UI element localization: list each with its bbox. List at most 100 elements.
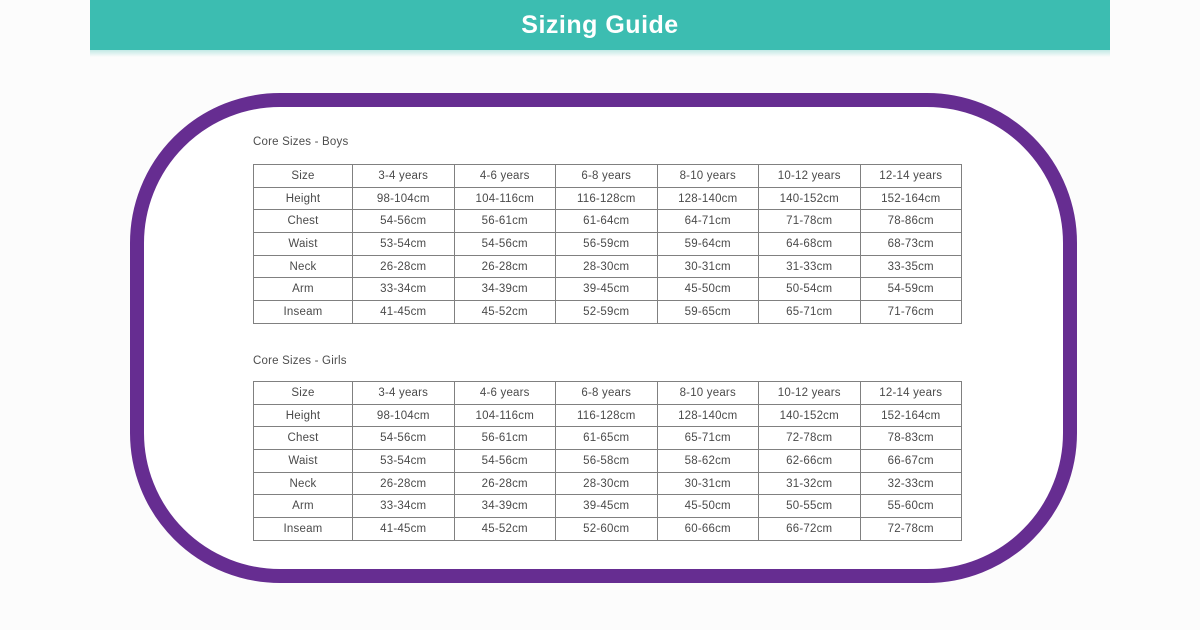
row-label: Neck xyxy=(253,471,353,496)
table-cell: 33-34cm xyxy=(352,277,455,302)
table-row: Chest 54-56cm 56-61cm 61-64cm 64-71cm 71-78cm… xyxy=(253,209,962,234)
table-cell: 55-60cm xyxy=(859,494,962,519)
table-cell: 54-56cm xyxy=(352,209,455,234)
table-cell: 54-56cm xyxy=(453,232,556,256)
row-label: Inseam xyxy=(253,517,353,541)
sizing-table-boys: Size 3-4 years 4-6 years 6-8 years 8-10 year… xyxy=(253,164,962,324)
table-cell: 34-39cm xyxy=(453,494,556,519)
column-header: 4-6 years xyxy=(453,381,556,405)
table-row: Height 98-104cm 104-116cm 116-128cm 128-140c… xyxy=(253,403,962,428)
row-label: Arm xyxy=(253,494,353,519)
table-cell: 26-28cm xyxy=(453,254,556,279)
table-cell: 59-64cm xyxy=(656,232,759,256)
table-cell: 45-50cm xyxy=(656,494,759,519)
table-cell: 60-66cm xyxy=(656,517,759,541)
table-cell: 30-31cm xyxy=(656,254,759,279)
table-cell: 152-164cm xyxy=(859,403,962,428)
table-cell: 30-31cm xyxy=(656,471,759,496)
row-label: Size xyxy=(253,381,353,405)
table-cell: 56-59cm xyxy=(555,232,658,256)
table-cell: 66-67cm xyxy=(859,449,962,473)
column-header: 8-10 years xyxy=(656,381,759,405)
table-cell: 128-140cm xyxy=(656,403,759,428)
table-cell: 31-33cm xyxy=(758,254,861,279)
table-title-girls: Core Sizes - Girls xyxy=(253,355,347,367)
table-cell: 71-76cm xyxy=(859,300,962,324)
table-cell: 78-83cm xyxy=(859,426,962,451)
table-cell: 52-59cm xyxy=(555,300,658,324)
table-cell: 104-116cm xyxy=(453,403,556,428)
table-cell: 65-71cm xyxy=(758,300,861,324)
table-cell: 31-32cm xyxy=(758,471,861,496)
table-cell: 116-128cm xyxy=(555,186,658,211)
table-cell: 58-62cm xyxy=(656,449,759,473)
table-cell: 45-52cm xyxy=(453,517,556,541)
table-row: Inseam 41-45cm 45-52cm 52-59cm 59-65cm 65-71c… xyxy=(253,300,962,324)
table-cell: 26-28cm xyxy=(352,254,455,279)
table-cell: 152-164cm xyxy=(859,186,962,211)
sizing-table-girls: Size 3-4 years 4-6 years 6-8 years 8-10 year… xyxy=(253,381,962,541)
table-cell: 26-28cm xyxy=(352,471,455,496)
table-row: Neck 26-28cm 26-28cm 28-30cm 30-31cm 31-32cm 3… xyxy=(253,471,962,496)
column-header: 12-14 years xyxy=(859,164,962,188)
table-cell: 54-56cm xyxy=(453,449,556,473)
table-cell: 52-60cm xyxy=(555,517,658,541)
table-cell: 140-152cm xyxy=(758,186,861,211)
table-cell: 104-116cm xyxy=(453,186,556,211)
column-header: 3-4 years xyxy=(352,381,455,405)
table-cell: 39-45cm xyxy=(555,277,658,302)
table-cell: 72-78cm xyxy=(758,426,861,451)
table-cell: 61-65cm xyxy=(555,426,658,451)
column-header: 3-4 years xyxy=(352,164,455,188)
table-cell: 65-71cm xyxy=(656,426,759,451)
row-label: Arm xyxy=(253,277,353,302)
column-header: 6-8 years xyxy=(555,381,658,405)
table-cell: 28-30cm xyxy=(555,471,658,496)
table-cell: 41-45cm xyxy=(352,517,455,541)
table-row: Chest 54-56cm 56-61cm 61-65cm 65-71cm 72-78cm… xyxy=(253,426,962,451)
sizing-table-girls-body: Size 3-4 years 4-6 years 6-8 years 8-10 year… xyxy=(253,381,962,541)
table-header-row: Size 3-4 years 4-6 years 6-8 years 8-10 year… xyxy=(253,381,962,405)
table-cell: 59-65cm xyxy=(656,300,759,324)
table-cell: 33-34cm xyxy=(352,494,455,519)
column-header: 10-12 years xyxy=(758,164,861,188)
table-cell: 98-104cm xyxy=(352,403,455,428)
table-cell: 32-33cm xyxy=(859,471,962,496)
column-header: 12-14 years xyxy=(859,381,962,405)
table-cell: 68-73cm xyxy=(859,232,962,256)
table-cell: 78-86cm xyxy=(859,209,962,234)
table-cell: 45-52cm xyxy=(453,300,556,324)
row-label: Height xyxy=(253,403,353,428)
row-label: Chest xyxy=(253,426,353,451)
table-cell: 61-64cm xyxy=(555,209,658,234)
table-cell: 116-128cm xyxy=(555,403,658,428)
table-cell: 62-66cm xyxy=(758,449,861,473)
table-cell: 45-50cm xyxy=(656,277,759,302)
table-cell: 33-35cm xyxy=(859,254,962,279)
sizing-table-boys-body: Size 3-4 years 4-6 years 6-8 years 8-10 year… xyxy=(253,164,962,324)
table-row: Waist 53-54cm 54-56cm 56-58cm 58-62cm 62-66cm… xyxy=(253,449,962,473)
table-cell: 41-45cm xyxy=(352,300,455,324)
table-header-row: Size 3-4 years 4-6 years 6-8 years 8-10 year… xyxy=(253,164,962,188)
table-cell: 128-140cm xyxy=(656,186,759,211)
table-cell: 50-54cm xyxy=(758,277,861,302)
table-cell: 64-71cm xyxy=(656,209,759,234)
row-label: Neck xyxy=(253,254,353,279)
table-cell: 98-104cm xyxy=(352,186,455,211)
header-bar: Sizing Guide xyxy=(90,0,1110,57)
column-header: 4-6 years xyxy=(453,164,556,188)
table-cell: 71-78cm xyxy=(758,209,861,234)
table-cell: 64-68cm xyxy=(758,232,861,256)
table-row: Neck 26-28cm 26-28cm 28-30cm 30-31cm 31-33cm 3… xyxy=(253,254,962,279)
row-label: Waist xyxy=(253,449,353,473)
table-title-boys: Core Sizes - Boys xyxy=(253,136,349,148)
table-cell: 54-56cm xyxy=(352,426,455,451)
table-cell: 53-54cm xyxy=(352,449,455,473)
table-cell: 56-61cm xyxy=(453,426,556,451)
table-cell: 140-152cm xyxy=(758,403,861,428)
table-row: Arm 33-34cm 34-39cm 39-45cm 45-50cm 50-54cm 54… xyxy=(253,277,962,302)
page-title: Sizing Guide xyxy=(521,10,679,39)
column-header: 10-12 years xyxy=(758,381,861,405)
table-cell: 28-30cm xyxy=(555,254,658,279)
row-label: Size xyxy=(253,164,353,188)
